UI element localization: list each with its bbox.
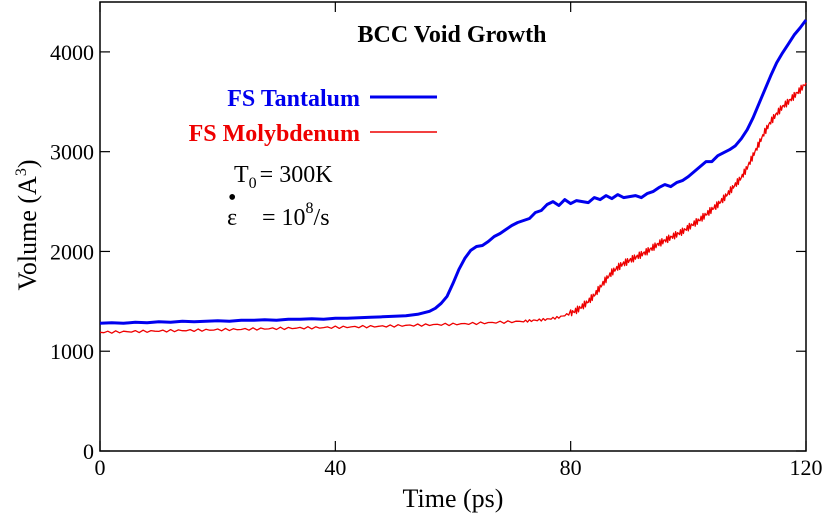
strain-rate-exponent: 8 xyxy=(306,200,314,217)
temperature-subscript: 0 xyxy=(249,175,257,192)
y-tick-label: 2000 xyxy=(50,239,94,264)
strain-rate-unit: /s xyxy=(314,205,330,231)
x-tick-label: 40 xyxy=(324,455,346,480)
temperature-annotation: T0 = 300K xyxy=(234,162,333,192)
temperature-symbol: T xyxy=(234,162,249,188)
legend-label-tantalum: FS Tantalum xyxy=(227,86,360,112)
temperature-value: = 300K xyxy=(260,162,334,188)
y-axis-title-sup: 3 xyxy=(13,168,30,176)
series-line-fs-molybdenum xyxy=(99,82,807,334)
strain-rate-dot: • xyxy=(228,185,236,211)
y-axis-title-close: ) xyxy=(13,159,42,168)
x-tick-label: 0 xyxy=(95,455,106,480)
y-axis-title-main: Volume (A xyxy=(13,176,42,291)
y-tick-label: 0 xyxy=(83,439,94,464)
legend-label-molybdenum: FS Molybdenum xyxy=(189,121,360,147)
series-line-fs-tantalum xyxy=(99,19,808,325)
strain-rate-symbol: ε xyxy=(227,205,237,231)
x-tick-label: 80 xyxy=(560,455,582,480)
y-tick-label: 4000 xyxy=(50,40,94,65)
series-lines xyxy=(99,19,808,334)
x-tick-label: 120 xyxy=(790,455,823,480)
chart-title: BCC Void Growth xyxy=(358,22,547,48)
strain-rate-annotation: = 108/s xyxy=(262,200,330,231)
x-axis-title: Time (ps) xyxy=(403,484,504,513)
y-tick-label: 3000 xyxy=(50,140,94,165)
strain-rate-value: = 10 xyxy=(262,205,306,231)
axis-ticks xyxy=(99,2,807,452)
y-axis-title: Volume (A3) xyxy=(13,159,42,290)
plot-frame xyxy=(99,1,807,452)
y-tick-label: 1000 xyxy=(50,339,94,364)
